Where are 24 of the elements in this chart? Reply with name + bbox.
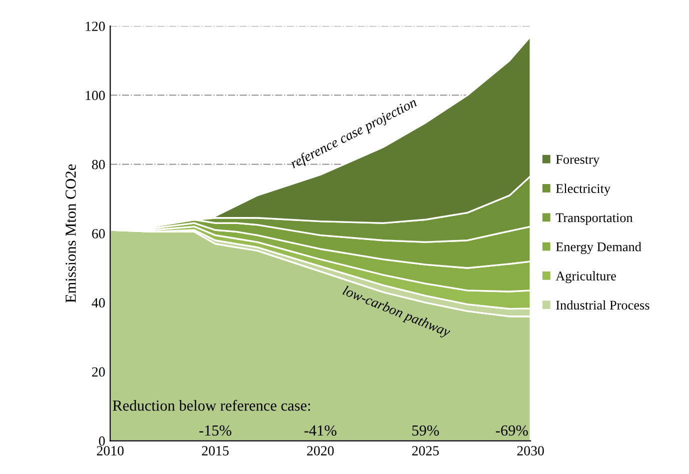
annotation: -69% (496, 425, 528, 436)
y-tick-label: 120 (86, 22, 105, 32)
legend-label: Forestry (556, 155, 600, 167)
legend-label: Transportation (556, 213, 633, 225)
y-axis-title: Emissions Mton CO2e (66, 164, 76, 303)
y-tick-label: 40 (92, 298, 105, 308)
annotation: 59% (412, 425, 439, 436)
annotation: Reduction below reference case: (112, 400, 310, 411)
y-tick-label: 20 (92, 367, 105, 377)
x-tick-label: 2010 (96, 446, 124, 456)
x-tick-label: 2015 (202, 446, 229, 456)
annotation: -41% (304, 425, 336, 436)
annotation: -15% (199, 425, 232, 436)
y-tick-label: 80 (92, 160, 105, 170)
legend-label: Industrial Process (556, 300, 650, 310)
y-tick-label: 60 (92, 229, 105, 238)
y-tick-label: 0 (98, 436, 105, 446)
x-tick-label: 2020 (307, 446, 334, 456)
x-tick-label: 2025 (412, 446, 439, 456)
legend-label: Agriculture (556, 271, 616, 284)
y-tick-label: 100 (86, 90, 105, 100)
x-tick-label: 2030 (517, 446, 544, 456)
legend-label: Energy Demand (556, 242, 642, 254)
legend-label: Electricity (556, 184, 610, 196)
